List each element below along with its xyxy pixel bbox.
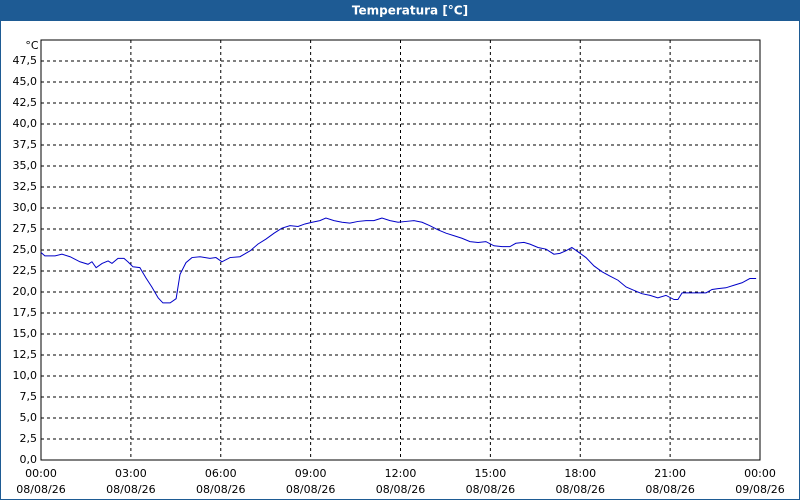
x-tick-date: 09/08/26 xyxy=(735,483,784,496)
y-tick-label: 45,0 xyxy=(13,75,38,88)
x-tick-date: 08/08/26 xyxy=(196,483,245,496)
x-tick-label: 03:00 xyxy=(115,467,147,480)
y-tick-label: 37,5 xyxy=(13,138,38,151)
y-tick-label: 47,5 xyxy=(13,54,38,67)
x-tick-date: 08/08/26 xyxy=(376,483,425,496)
x-tick-label: 09:00 xyxy=(295,467,327,480)
x-tick-label: 18:00 xyxy=(564,467,596,480)
y-tick-label: 20,0 xyxy=(13,285,38,298)
x-tick-date: 08/08/26 xyxy=(466,483,515,496)
y-unit: °C xyxy=(25,39,39,52)
x-tick-label: 21:00 xyxy=(654,467,686,480)
x-tick-date: 08/08/26 xyxy=(106,483,155,496)
x-tick-date: 08/08/26 xyxy=(16,483,65,496)
temperature-line xyxy=(40,217,757,304)
y-tick-label: 5,0 xyxy=(20,411,38,424)
x-tick-label: 06:00 xyxy=(205,467,237,480)
title-bar xyxy=(0,0,800,21)
y-tick-label: 22,5 xyxy=(13,264,38,277)
y-tick-label: 2,5 xyxy=(20,432,38,445)
y-tick-label: 15,0 xyxy=(13,327,38,340)
x-tick-label: 12:00 xyxy=(385,467,417,480)
y-tick-label: 27,5 xyxy=(13,222,38,235)
y-tick-label: 40,0 xyxy=(13,117,38,130)
y-tick-label: 10,0 xyxy=(13,369,38,382)
y-tick-label: 30,0 xyxy=(13,201,38,214)
chart-title: Temperatura [°C] xyxy=(352,4,468,18)
y-tick-label: 42,5 xyxy=(13,96,38,109)
y-tick-label: 17,5 xyxy=(13,306,38,319)
y-tick-label: 35,0 xyxy=(13,159,38,172)
y-tick-label: 7,5 xyxy=(20,390,38,403)
y-tick-label: 0,0 xyxy=(20,453,38,466)
x-tick-label: 00:00 xyxy=(25,467,57,480)
y-tick-label: 32,5 xyxy=(13,180,38,193)
x-tick-label: 15:00 xyxy=(475,467,507,480)
x-tick-date: 08/08/26 xyxy=(556,483,605,496)
y-tick-label: 12,5 xyxy=(13,348,38,361)
x-tick-label: 00:00 xyxy=(744,467,776,480)
y-tick-label: 25,0 xyxy=(13,243,38,256)
x-tick-date: 08/08/26 xyxy=(645,483,694,496)
x-tick-date: 08/08/26 xyxy=(286,483,335,496)
